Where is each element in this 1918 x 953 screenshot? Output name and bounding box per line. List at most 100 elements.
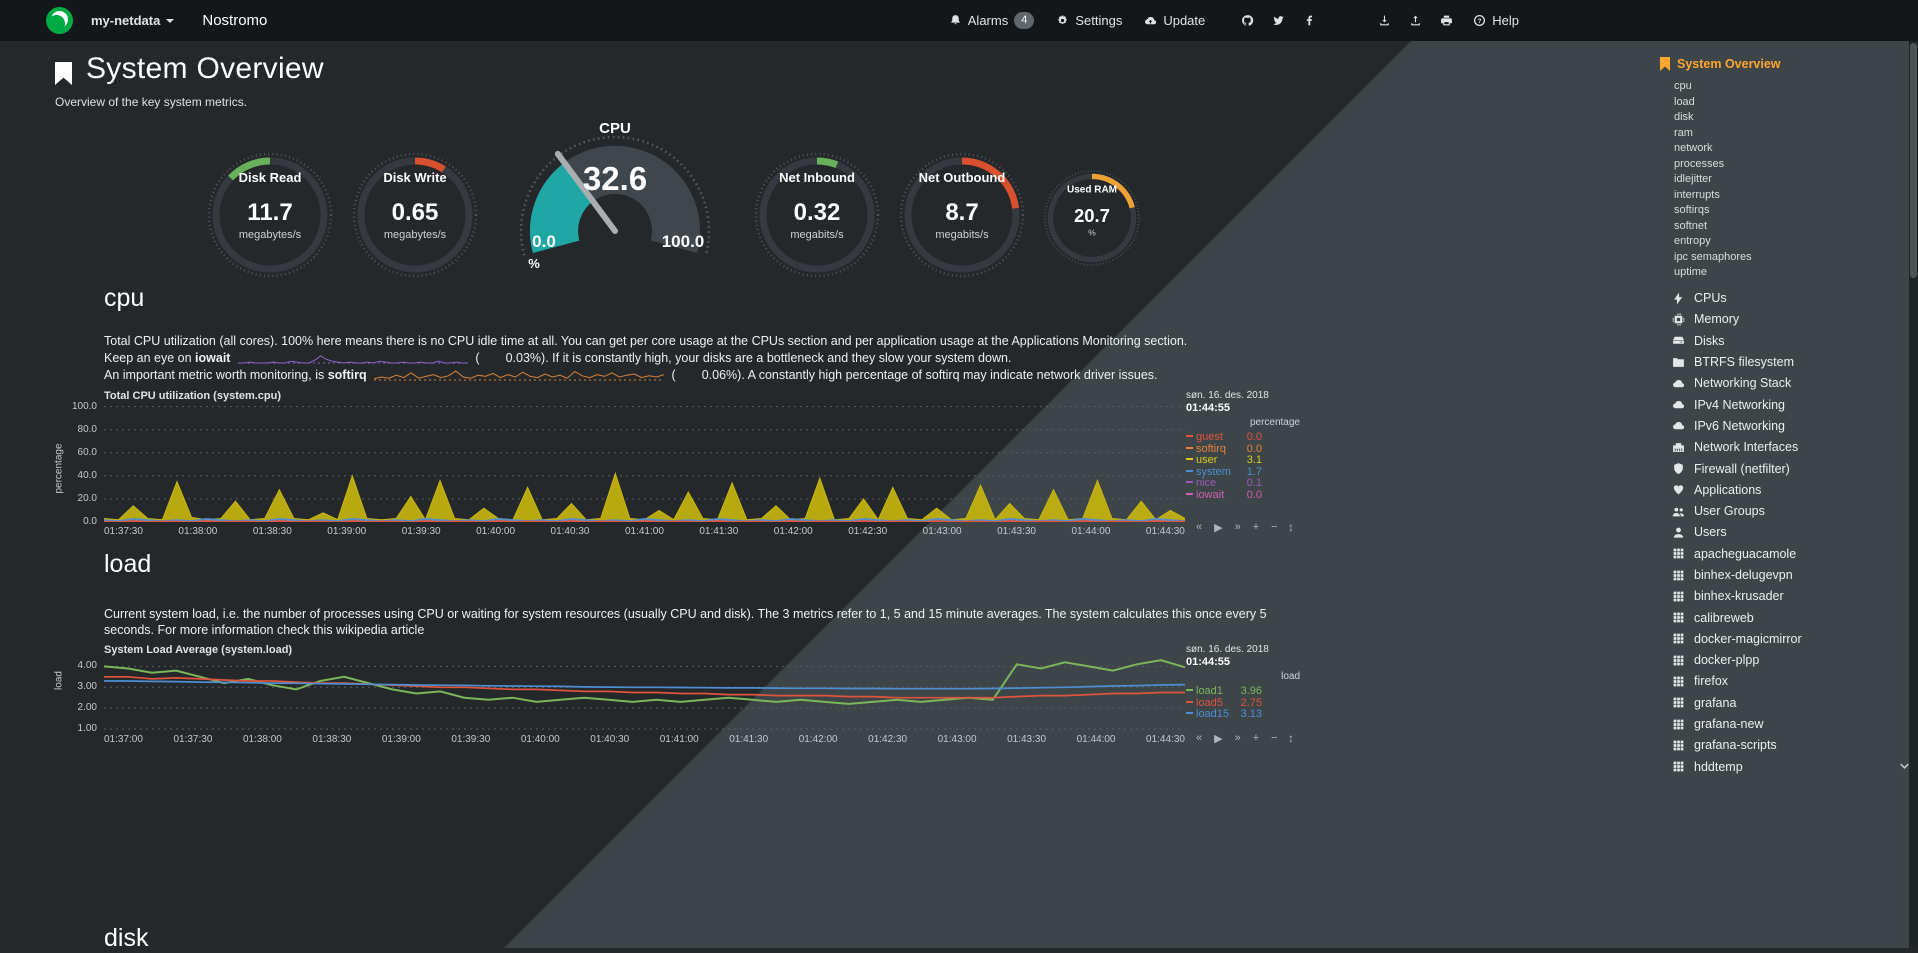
y-axis-label: percentage	[53, 443, 65, 494]
pan-left-button[interactable]: «	[1196, 521, 1203, 533]
alarms-button[interactable]: Alarms 4	[938, 0, 1046, 41]
gauge-net-outbound[interactable]: Net Outbound 8.7 megabits/s	[897, 150, 1027, 280]
sidebar-item-firewall-netfilter[interactable]: Firewall (netfilter)	[1671, 458, 1908, 479]
legend-guest[interactable]: guest 0.0	[1186, 431, 1262, 444]
chart-resize-handle[interactable]: ↕	[1288, 731, 1294, 745]
x-tick: 01:42:00	[773, 526, 813, 537]
github-icon	[1241, 14, 1254, 27]
sidebar-subitem-idlejitter[interactable]: idlejitter	[1674, 173, 1712, 185]
sidebar-subitem-network[interactable]: network	[1674, 142, 1713, 154]
svg-text:8.7: 8.7	[945, 199, 978, 226]
facebook-button[interactable]	[1294, 0, 1325, 41]
zoom-out-button[interactable]: −	[1271, 732, 1278, 744]
sidebar-item-ipv6-networking[interactable]: IPv6 Networking	[1671, 415, 1908, 436]
sidebar-item-network-interfaces[interactable]: Network Interfaces	[1671, 437, 1908, 458]
sidebar-item-binhex-delugevpn[interactable]: binhex-delugevpn	[1671, 564, 1908, 585]
help-button[interactable]: ? Help	[1462, 0, 1530, 41]
sidebar-item-btrfs-filesystem[interactable]: BTRFS filesystem	[1671, 351, 1908, 372]
update-button[interactable]: Update	[1133, 0, 1216, 41]
pan-left-button[interactable]: «	[1196, 732, 1203, 744]
sidebar-item-ipv4-networking[interactable]: IPv4 Networking	[1671, 394, 1908, 415]
chevron-down-icon[interactable]	[1898, 760, 1911, 773]
sidebar-item-label: hddtemp	[1694, 759, 1743, 774]
zoom-in-button[interactable]: +	[1252, 521, 1260, 533]
sidebar-subitem-ram[interactable]: ram	[1674, 126, 1693, 139]
softirq-sparkline[interactable]	[374, 368, 665, 382]
sidebar-item-users[interactable]: Users	[1671, 522, 1908, 543]
sidebar-item-system-overview[interactable]: System Overview	[1660, 57, 1908, 71]
sidebar-item-grafana-new[interactable]: grafana-new	[1671, 713, 1908, 734]
gauge-disk-write[interactable]: Disk Write 0.65 megabytes/s	[350, 150, 480, 280]
sidebar-item-docker-magicmirror[interactable]: docker-magicmirror	[1671, 628, 1908, 649]
grid-icon	[1671, 739, 1685, 752]
chart-plot[interactable]	[104, 402, 1185, 522]
sidebar-item-label: BTRFS filesystem	[1694, 355, 1795, 370]
legend-load5[interactable]: load5 2.75	[1186, 697, 1262, 710]
twitter-button[interactable]	[1263, 0, 1294, 41]
play-button[interactable]: ▶	[1214, 733, 1223, 745]
legend-iowait[interactable]: iowait 0.0	[1186, 489, 1262, 502]
scrollbar-thumb[interactable]	[1910, 43, 1917, 278]
sidebar-subitem-interrupts[interactable]: interrupts	[1674, 188, 1720, 201]
sidebar-item-grafana-scripts[interactable]: grafana-scripts	[1671, 735, 1908, 756]
sidebar-item-networking-stack[interactable]: Networking Stack	[1671, 373, 1908, 394]
gauge-used-ram[interactable]: Used RAM 20.7%	[1042, 168, 1142, 268]
cpu-chart: Total CPU utilization (system.cpu) perce…	[0, 388, 1620, 548]
gauge-disk-read[interactable]: Disk Read 11.7 megabytes/s	[205, 150, 335, 280]
grid-icon	[1671, 569, 1685, 582]
pan-right-button[interactable]: »	[1234, 732, 1241, 744]
sidebar-item-applications[interactable]: Applications	[1671, 479, 1908, 500]
page-scrollbar[interactable]	[1909, 41, 1918, 948]
export-button[interactable]	[1369, 0, 1400, 41]
zoom-out-button[interactable]: −	[1271, 521, 1278, 533]
legend-load1[interactable]: load1 3.96	[1186, 685, 1262, 698]
netdata-logo[interactable]	[46, 7, 73, 34]
chart-plot[interactable]	[104, 656, 1185, 730]
chart-resize-handle[interactable]: ↕	[1288, 520, 1294, 534]
sidebar-item-disks[interactable]: Disks	[1671, 330, 1908, 351]
sidebar-item-hddtemp[interactable]: hddtemp	[1671, 756, 1908, 777]
sidebar-item-firefox[interactable]: firefox	[1671, 671, 1908, 692]
sidebar-item-memory[interactable]: Memory	[1671, 309, 1908, 330]
gauge-cpu[interactable]: CPU 32.6 0.0 100.0 %	[505, 118, 725, 278]
softirq-term: softirq	[327, 368, 367, 382]
sidebar-item-grafana[interactable]: grafana	[1671, 692, 1908, 713]
y-tick: 40.0	[77, 469, 97, 481]
legend-user[interactable]: user 3.1	[1186, 454, 1262, 467]
legend-load15[interactable]: load15 3.13	[1186, 708, 1262, 721]
legend-system[interactable]: system 1.7	[1186, 466, 1262, 479]
sidebar-subitem-entropy[interactable]: entropy	[1674, 235, 1711, 247]
host-dropdown[interactable]: my-netdata	[91, 13, 175, 28]
gauge-net-inbound[interactable]: Net Inbound 0.32 megabits/s	[752, 150, 882, 280]
pan-right-button[interactable]: »	[1234, 521, 1241, 533]
import-button[interactable]	[1400, 0, 1431, 41]
legend-nice[interactable]: nice 0.1	[1186, 477, 1262, 490]
page-title: System Overview	[86, 52, 324, 85]
github-button[interactable]	[1232, 0, 1263, 41]
print-button[interactable]	[1431, 0, 1462, 41]
sidebar-subitem-ipc-semaphores[interactable]: ipc semaphores	[1674, 250, 1752, 263]
sidebar-subitem-uptime[interactable]: uptime	[1674, 266, 1708, 278]
sidebar-item-docker-plpp[interactable]: docker-plpp	[1671, 650, 1908, 671]
play-button[interactable]: ▶	[1214, 522, 1223, 534]
sidebar-subitem-cpu[interactable]: cpu	[1674, 80, 1692, 92]
x-tick: 01:37:00	[104, 734, 143, 745]
sidebar-subitem-load[interactable]: load	[1674, 95, 1695, 108]
x-tick: 01:39:00	[381, 734, 421, 745]
sidebar-subitem-processes[interactable]: processes	[1674, 157, 1725, 170]
x-tick: 01:42:30	[868, 734, 908, 745]
svg-text:0.65: 0.65	[392, 199, 439, 226]
sidebar-subitem-disk[interactable]: disk	[1674, 111, 1694, 123]
legend-softirq[interactable]: softirq 0.0	[1186, 443, 1262, 456]
sidebar-item-user-groups[interactable]: User Groups	[1671, 500, 1908, 521]
sidebar-item-calibreweb[interactable]: calibreweb	[1671, 607, 1908, 628]
zoom-in-button[interactable]: +	[1252, 732, 1260, 744]
iowait-sparkline[interactable]	[237, 351, 468, 365]
sidebar-subitem-softirqs[interactable]: softirqs	[1674, 204, 1710, 216]
sidebar-item-cpus[interactable]: CPUs	[1671, 288, 1908, 309]
sidebar-subitem-softnet[interactable]: softnet	[1674, 219, 1708, 232]
sidebar-item-apacheguacamole[interactable]: apacheguacamole	[1671, 543, 1908, 564]
sidebar-item-binhex-krusader[interactable]: binhex-krusader	[1671, 586, 1908, 607]
settings-button[interactable]: Settings	[1045, 0, 1133, 41]
x-tick: 01:37:30	[104, 526, 143, 537]
